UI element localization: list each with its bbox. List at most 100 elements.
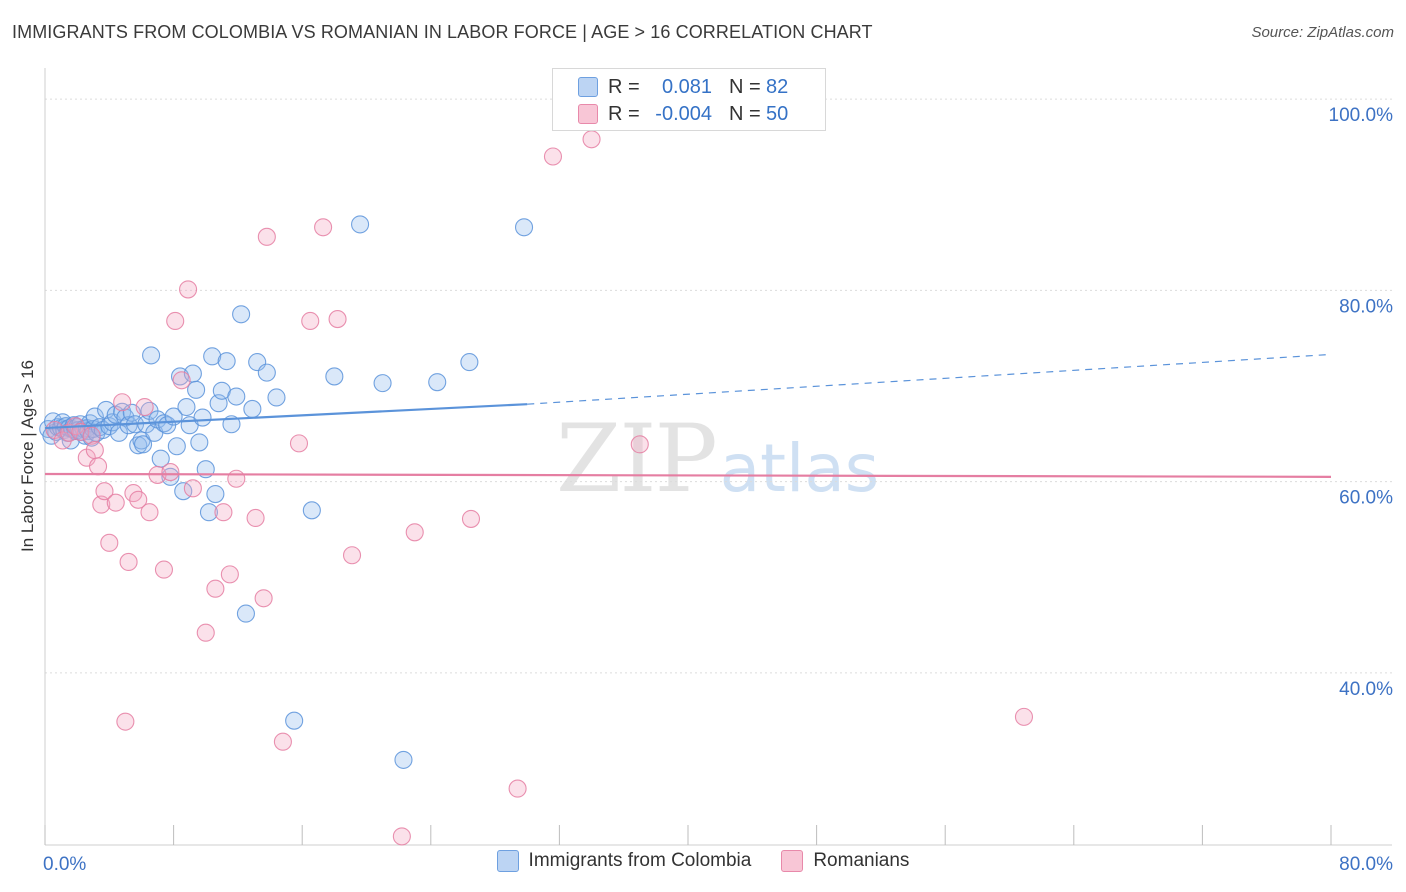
romanian-point	[161, 463, 180, 482]
romanian-point	[582, 130, 601, 149]
y-tick-label: 40.0%	[1339, 679, 1393, 700]
romanian-point	[119, 552, 138, 572]
romanian-point	[71, 422, 90, 441]
y-tick-label: 80.0%	[1339, 296, 1393, 317]
stats-box: R = 0.081 N = 82 R = -0.004 N = 50	[552, 68, 826, 131]
legend-item-romanians[interactable]: Romanians	[781, 850, 909, 872]
colombia-point	[373, 374, 392, 393]
legend-item-colombia[interactable]: Immigrants from Colombia	[496, 850, 752, 872]
romanian-point	[328, 310, 347, 329]
stats-r-value: 0.081	[661, 75, 712, 98]
colombia-point	[177, 397, 196, 417]
colombia-point	[394, 750, 413, 769]
watermark-zip: ZIP	[556, 405, 718, 514]
romanian-point	[257, 227, 276, 246]
romanian-point	[179, 280, 198, 299]
romanian-point	[254, 589, 273, 608]
colombia-trend-line	[44, 403, 528, 430]
romanian-point	[214, 503, 233, 522]
stats-n-value: 82	[766, 75, 789, 98]
romanian-point	[183, 479, 202, 498]
legend-label-colombia: Immigrants from Colombia	[528, 850, 752, 871]
romanian-point	[1014, 707, 1034, 726]
chart-source: Source: ZipAtlas.com	[1251, 24, 1394, 41]
colombia-point	[199, 503, 219, 522]
romanian-point	[135, 397, 154, 417]
colombia-point	[217, 352, 236, 371]
colombia-point	[351, 215, 370, 234]
romanian-point	[461, 509, 481, 528]
colombia-point	[227, 387, 246, 406]
colombia-point	[203, 347, 222, 366]
chart-title: IMMIGRANTS FROM COLOMBIA VS ROMANIAN IN …	[12, 22, 873, 42]
colombia-point	[134, 435, 153, 454]
stats-r-value: -0.004	[655, 102, 712, 125]
colombia-point	[206, 485, 225, 504]
romanian-point	[166, 311, 185, 331]
romanian-point	[85, 441, 104, 460]
romanian-point	[227, 469, 246, 488]
romanian-point	[140, 503, 159, 522]
y-tick-label: 100.0%	[1329, 105, 1394, 126]
romanian-point	[113, 393, 132, 412]
stats-swatch-colombia	[578, 77, 598, 97]
romanian-point	[100, 533, 119, 552]
romanian-point	[95, 482, 114, 501]
romanian-trend-line	[44, 472, 1332, 478]
stats-n-value: 50	[766, 102, 789, 125]
romanian-point	[314, 218, 333, 237]
colombia-point	[167, 437, 186, 456]
legend-swatch-romanians	[781, 850, 804, 872]
x-tick-label: 80.0%	[1339, 854, 1393, 875]
colombia-point	[236, 604, 255, 623]
colombia-point	[232, 305, 251, 324]
stats-n-label: N =	[729, 75, 761, 98]
stats-n-label: N =	[729, 102, 761, 125]
romanian-point	[206, 579, 225, 598]
colombia-point	[267, 388, 286, 407]
romanian-point	[172, 371, 191, 390]
romanian-point	[106, 493, 125, 512]
y-tick-label: 60.0%	[1339, 488, 1393, 509]
romanian-point	[154, 560, 174, 579]
watermark: ZIPatlas	[556, 405, 879, 514]
romanian-point	[129, 490, 148, 509]
x-tick-label: 0.0%	[43, 854, 86, 875]
romanian-point	[301, 311, 320, 331]
colombia-point	[325, 367, 344, 386]
legend-label-romanians: Romanians	[813, 850, 910, 871]
legend-swatch-colombia	[496, 850, 519, 872]
romanian-point	[405, 523, 424, 542]
colombia-point	[190, 433, 209, 452]
stats-row-colombia: R = 0.081 N = 82	[553, 73, 788, 101]
romanian-point	[53, 431, 72, 450]
colombia-point	[428, 373, 447, 392]
stats-swatch-romanians	[578, 104, 598, 124]
colombia-point	[285, 711, 304, 730]
romanian-point	[543, 147, 563, 166]
stats-row-romanians: R = -0.004 N = 50	[553, 100, 788, 128]
romanian-point	[342, 546, 362, 565]
romanian-point	[88, 457, 108, 476]
stats-r-label: R =	[608, 102, 640, 125]
stats-r-label: R =	[608, 75, 640, 98]
y-axis-label: In Labor Force | Age > 16	[18, 359, 37, 553]
romanian-point	[116, 712, 135, 731]
colombia-point	[142, 346, 161, 365]
colombia-point	[243, 399, 262, 419]
romanian-point	[196, 623, 215, 642]
romanian-point	[289, 434, 309, 453]
romanian-point	[92, 495, 111, 514]
colombia-point	[514, 218, 534, 237]
legend: Immigrants from Colombia Romanians	[0, 850, 1406, 872]
watermark-atlas: atlas	[719, 430, 880, 507]
colombia-point	[187, 380, 206, 399]
romanian-point	[246, 508, 265, 528]
romanian-point	[508, 779, 527, 798]
colombia-trend-line-extension	[527, 353, 1332, 405]
colombia-point	[257, 363, 276, 382]
romanian-point	[630, 435, 649, 454]
romanian-point	[392, 827, 411, 846]
colombia-point	[193, 408, 212, 427]
